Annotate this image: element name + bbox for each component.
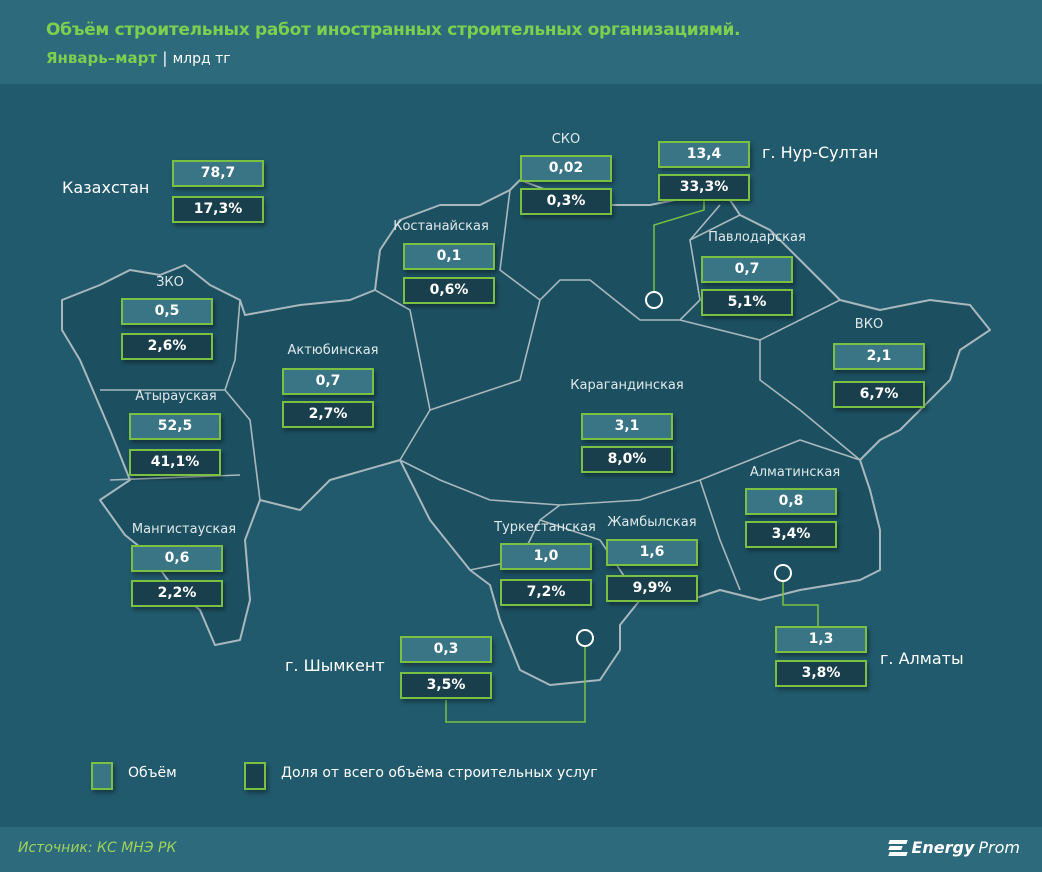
volume-almaty-region: 0,8 bbox=[745, 488, 837, 515]
volume-nur-sultan: 13,4 bbox=[658, 141, 750, 168]
volume-zhambyl: 1,6 bbox=[606, 539, 698, 566]
connectors bbox=[445, 200, 819, 723]
share-karaganda: 8,0% bbox=[581, 446, 673, 473]
label-almaty-region: Алматинская bbox=[749, 465, 841, 480]
share-vko: 6,7% bbox=[833, 381, 925, 408]
label-almaty-city: г. Алматы bbox=[880, 649, 964, 668]
unit: млрд тг bbox=[172, 51, 231, 67]
period: Январь–март bbox=[46, 49, 158, 67]
label-sko: СКО bbox=[551, 132, 581, 147]
share-sko: 0,3% bbox=[520, 188, 612, 215]
label-aktobe: Актюбинская bbox=[287, 343, 379, 358]
logo-text-bold: Energy bbox=[911, 838, 975, 857]
share-almaty-city: 3,8% bbox=[775, 660, 867, 687]
label-nur-sultan: г. Нур-Султан bbox=[762, 143, 879, 162]
volume-atyrau: 52,5 bbox=[129, 413, 221, 440]
volume-shymkent: 0,3 bbox=[400, 636, 492, 663]
shymkent-marker bbox=[576, 629, 594, 647]
label-turkestan: Туркестанская bbox=[494, 520, 596, 535]
logo-mark-icon bbox=[888, 839, 909, 857]
share-atyrau: 41,1% bbox=[129, 449, 221, 476]
label-pavlodar: Павлодарская bbox=[708, 230, 806, 245]
volume-vko: 2,1 bbox=[833, 343, 925, 370]
legend-volume-label: Объём bbox=[128, 765, 177, 781]
footer-bar bbox=[0, 827, 1042, 872]
header-bar bbox=[0, 0, 1042, 84]
energyprom-logo: Energy Prom bbox=[888, 838, 1020, 857]
share-kazakhstan: 17,3% bbox=[172, 196, 264, 223]
volume-zko: 0,5 bbox=[121, 298, 213, 325]
source-note: Источник: КС МНЭ РК bbox=[18, 840, 177, 856]
share-zhambyl: 9,9% bbox=[606, 575, 698, 602]
label-atyrau: Атырауская bbox=[135, 389, 217, 404]
share-nur-sultan: 33,3% bbox=[658, 174, 750, 201]
label-vko: ВКО bbox=[854, 317, 884, 332]
legend-share-label: Доля от всего объёма строительных услуг bbox=[281, 765, 598, 781]
nur-sultan-marker bbox=[645, 291, 663, 309]
volume-kostanay: 0,1 bbox=[403, 243, 495, 270]
share-kostanay: 0,6% bbox=[403, 277, 495, 304]
volume-turkestan: 1,0 bbox=[500, 543, 592, 570]
page-subtitle: Январь–март | млрд тг bbox=[46, 49, 231, 67]
label-kostanay: Костанайская bbox=[393, 219, 489, 234]
label-shymkent: г. Шымкент bbox=[285, 656, 385, 675]
share-pavlodar: 5,1% bbox=[701, 289, 793, 316]
volume-karaganda: 3,1 bbox=[581, 413, 673, 440]
label-karaganda: Карагандинская bbox=[570, 378, 684, 393]
legend-volume-swatch bbox=[91, 762, 113, 790]
legend-share-swatch bbox=[244, 762, 266, 790]
page-title: Объём строительных работ иностранных стр… bbox=[46, 20, 741, 40]
label-zhambyl: Жамбылская bbox=[607, 515, 697, 530]
share-aktobe: 2,7% bbox=[282, 401, 374, 428]
volume-aktobe: 0,7 bbox=[282, 368, 374, 395]
volume-almaty-city: 1,3 bbox=[775, 626, 867, 653]
label-kazakhstan: Казахстан bbox=[62, 178, 150, 197]
label-mangistau: Мангистауская bbox=[131, 522, 237, 537]
share-shymkent: 3,5% bbox=[400, 672, 492, 699]
share-almaty-region: 3,4% bbox=[745, 521, 837, 548]
volume-mangistau: 0,6 bbox=[131, 545, 223, 572]
label-zko: ЗКО bbox=[156, 275, 184, 290]
share-turkestan: 7,2% bbox=[500, 579, 592, 606]
almaty-marker bbox=[774, 564, 792, 582]
volume-sko: 0,02 bbox=[520, 155, 612, 182]
share-zko: 2,6% bbox=[121, 333, 213, 360]
volume-kazakhstan: 78,7 bbox=[172, 160, 264, 187]
logo-text-light: Prom bbox=[978, 838, 1020, 857]
volume-pavlodar: 0,7 bbox=[701, 256, 793, 283]
separator: | bbox=[162, 49, 168, 67]
share-mangistau: 2,2% bbox=[131, 580, 223, 607]
